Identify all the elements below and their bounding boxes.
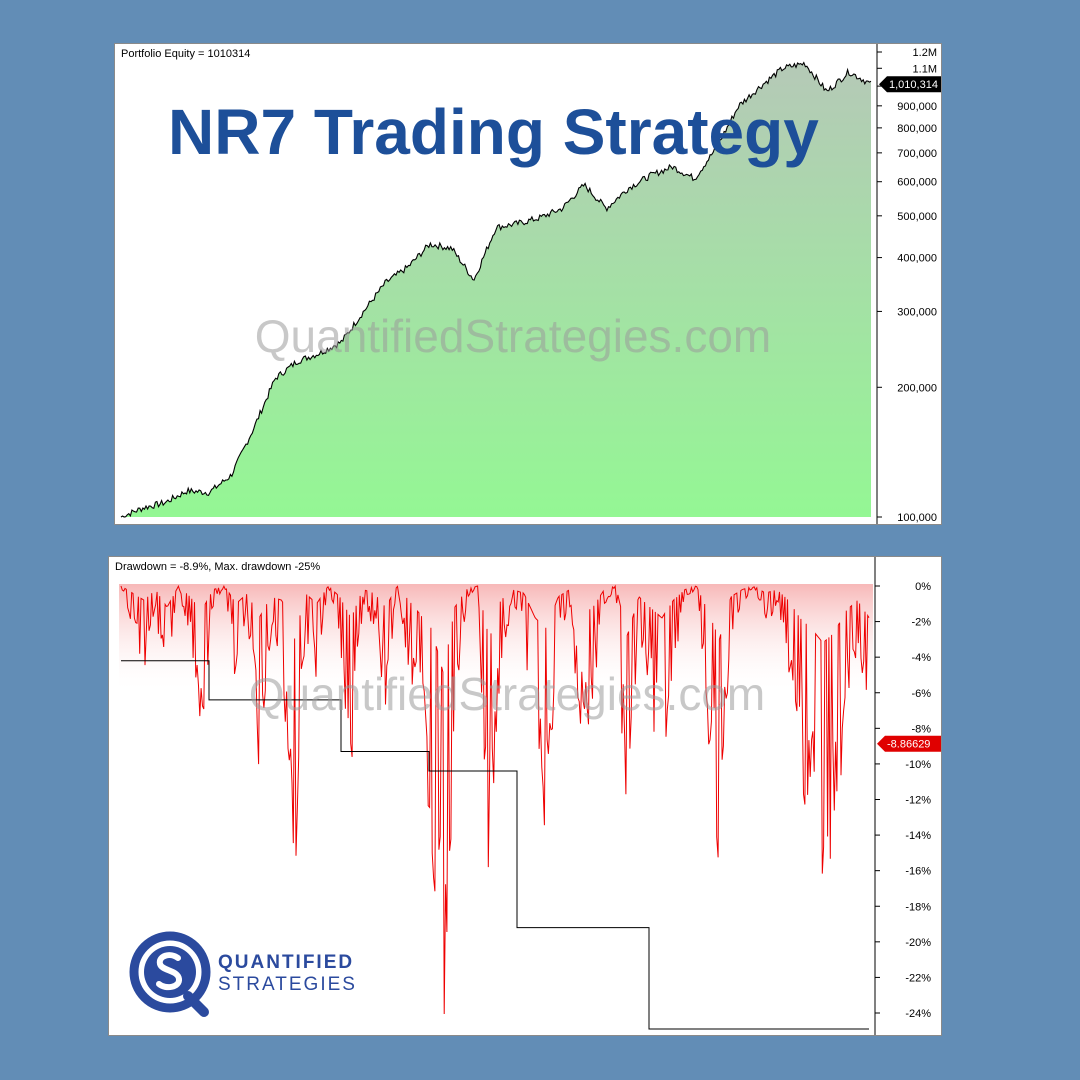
max-drawdown-line [121,660,869,1030]
drawdown-y-tick-label: -2% [911,617,931,629]
equity-chart-label: Portfolio Equity = 1010314 [121,48,251,60]
drawdown-chart-label: Drawdown = -8.9%, Max. drawdown -25% [115,561,321,573]
equity-y-tick-label: 1.2M [913,47,937,59]
equity-area [121,62,871,517]
equity-y-tick-label: 1.1M [913,63,937,75]
equity-y-tick-label: 500,000 [897,211,937,223]
drawdown-chart-svg: 0% -2% -4% -6% -8% -10% -12% -14% -16% -18% -20% -2… [119,557,941,1035]
equity-y-tick-label: 900,000 [897,101,937,113]
equity-y-tick-label: 700,000 [897,148,937,160]
drawdown-y-tick-label: -4% [911,652,931,664]
equity-y-tick-label: 800,000 [897,123,937,135]
equity-current-value-label: 1,010,314 [889,79,938,91]
logo-text-line1: QUANTIFIED [218,952,354,973]
drawdown-current-value-tag [877,735,941,752]
equity-chart-svg: 100,000 200,000 300,000 400,000 500,000 600,0… [120,44,941,524]
equity-line [120,61,872,518]
drawdown-line [120,584,870,1015]
drawdown-y-tick-label: -8% [911,723,931,735]
drawdown-shade [119,584,873,694]
drawdown-y-tick-label: -24% [905,1008,931,1020]
drawdown-y-tick-label: -16% [905,866,931,878]
drawdown-watermark: QuantifiedStrategies.com [249,668,766,720]
drawdown-current-value-label: -8.86629 [887,739,930,751]
drawdown-y-tick-label: -22% [905,972,931,984]
quantified-strategies-logo: QUANTIFIED STRATEGIES [129,931,357,1017]
equity-y-tick-label: 600,000 [897,177,937,189]
equity-y-tick-label: 400,000 [897,253,937,265]
drawdown-y-tick-label: -14% [905,830,931,842]
logo-text-line2: STRATEGIES [218,974,357,995]
equity-y-tick-label: 300,000 [897,306,937,318]
equity-chart: 100,000 200,000 300,000 400,000 500,000 600,0… [114,43,942,525]
drawdown-y-tick-label: 0% [915,581,931,593]
logo-mark-icon [129,931,211,1017]
equity-current-value-tag [879,76,941,93]
drawdown-y-tick-label: -18% [905,901,931,913]
drawdown-y-tick-label: -6% [911,688,931,700]
equity-y-tick-label: 100,000 [897,512,937,524]
equity-watermark: QuantifiedStrategies.com [255,310,772,362]
drawdown-y-tick-label: -12% [905,795,931,807]
equity-y-tick-label: 200,000 [897,382,937,394]
drawdown-y-tick-label: -10% [905,759,931,771]
drawdown-y-tick-label: -20% [905,937,931,949]
drawdown-chart: 0% -2% -4% -6% -8% -10% -12% -14% -16% -18% -20% -2… [108,556,942,1036]
